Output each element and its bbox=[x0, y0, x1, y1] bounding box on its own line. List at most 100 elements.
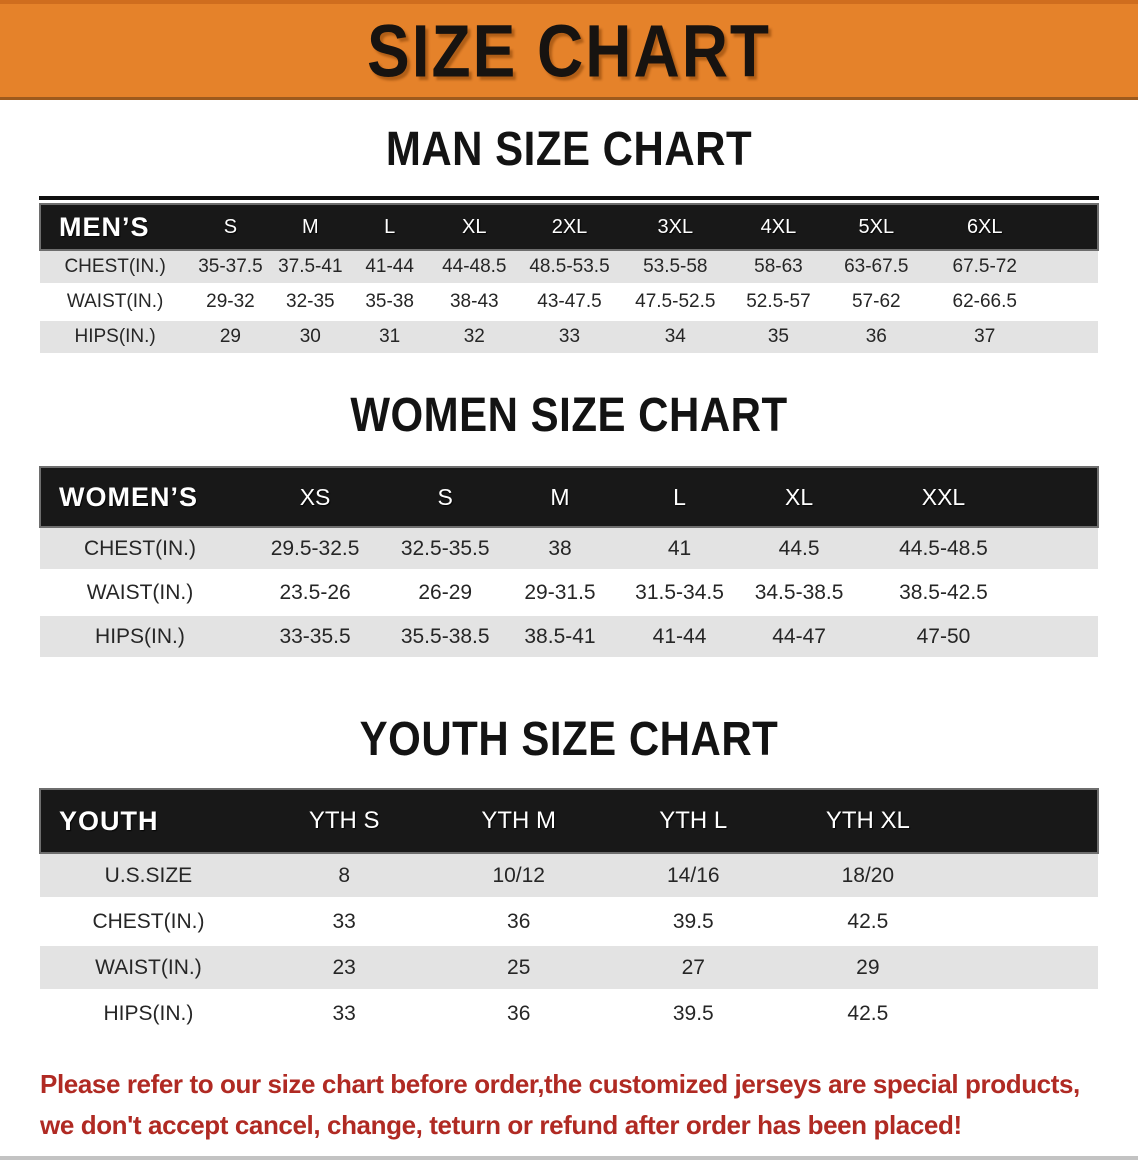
row-label: WAIST(IN.) bbox=[40, 570, 240, 616]
size-charts: MAN SIZE CHART MEN’S S M L XL 2XL 3XL 4XL 5XL 6XL… bbox=[0, 121, 1138, 1038]
row-label: HIPS(IN.) bbox=[40, 990, 257, 1038]
column-header: 4XL bbox=[730, 203, 827, 251]
filler-cell bbox=[1042, 203, 1100, 251]
size-cell: 44-47 bbox=[739, 614, 859, 660]
column-header: YTH L bbox=[606, 788, 781, 854]
size-cell: 18/20 bbox=[780, 853, 956, 900]
filler-cell bbox=[1042, 319, 1098, 356]
row-label: WAIST(IN.) bbox=[40, 944, 257, 992]
size-cell: 32-35 bbox=[270, 284, 350, 321]
row-label: CHEST(IN.) bbox=[40, 250, 191, 286]
measure-row: CHEST(IN.) 35-37.5 37.5-41 41-44 44-48.5 48.5… bbox=[40, 250, 1098, 286]
row-label: CHEST(IN.) bbox=[40, 898, 257, 946]
header-row: YOUTH YTH S YTH M YTH L YTH XL bbox=[39, 788, 1099, 854]
group-label: WOMEN’S bbox=[39, 466, 240, 528]
women-section-title: WOMEN SIZE CHART bbox=[0, 387, 1138, 441]
size-cell: 36 bbox=[826, 319, 927, 356]
size-cell: 58-63 bbox=[730, 250, 827, 286]
size-cell: 33-35.5 bbox=[239, 614, 391, 660]
size-cell: 38 bbox=[500, 527, 620, 572]
youth-size-table: YOUTH YTH S YTH M YTH L YTH XL U.S.SIZE 8 10/12… bbox=[39, 788, 1099, 1038]
size-cell: 32 bbox=[429, 319, 520, 356]
size-cell: 36 bbox=[431, 898, 606, 946]
size-cell: 25 bbox=[431, 944, 606, 992]
size-cell: 44-48.5 bbox=[429, 250, 520, 286]
men-section-title-text: MAN SIZE CHART bbox=[385, 121, 753, 176]
size-cell: 38-43 bbox=[429, 284, 520, 321]
column-header: XS bbox=[239, 466, 391, 528]
column-header: L bbox=[619, 466, 740, 528]
size-cell: 37 bbox=[926, 319, 1043, 356]
column-header: 2XL bbox=[519, 203, 620, 251]
size-cell: 29.5-32.5 bbox=[239, 527, 391, 572]
size-cell: 48.5-53.5 bbox=[519, 250, 620, 286]
filler-cell bbox=[1028, 527, 1098, 572]
size-cell: 44.5-48.5 bbox=[858, 527, 1029, 572]
banner: SIZE CHART bbox=[0, 0, 1138, 100]
filler-cell bbox=[1028, 466, 1099, 528]
size-cell: 33 bbox=[256, 990, 432, 1038]
page-title: SIZE CHART bbox=[367, 8, 771, 93]
men-size-table: MEN’S S M L XL 2XL 3XL 4XL 5XL 6XL CHEST(IN.) 35-37… bbox=[38, 203, 1100, 356]
header-row: MEN’S S M L XL 2XL 3XL 4XL 5XL 6XL bbox=[38, 203, 1100, 251]
row-label: HIPS(IN.) bbox=[40, 614, 240, 660]
size-cell: 41 bbox=[619, 527, 740, 572]
size-cell: 44.5 bbox=[739, 527, 859, 572]
size-cell: 39.5 bbox=[606, 898, 781, 946]
column-header: 3XL bbox=[619, 203, 731, 251]
size-cell: 43-47.5 bbox=[519, 284, 620, 321]
filler-cell bbox=[955, 944, 1098, 992]
size-cell: 41-44 bbox=[619, 614, 740, 660]
size-cell: 47-50 bbox=[858, 614, 1029, 660]
men-table-top-border bbox=[39, 196, 1099, 200]
size-cell: 8 bbox=[256, 853, 432, 900]
size-cell: 29 bbox=[190, 319, 271, 356]
size-cell: 35-37.5 bbox=[190, 250, 271, 286]
size-cell: 34.5-38.5 bbox=[739, 570, 859, 616]
filler-cell bbox=[1042, 284, 1098, 321]
header-row: WOMEN’S XS S M L XL XXL bbox=[39, 466, 1099, 528]
column-header: XXL bbox=[858, 466, 1029, 528]
row-label: HIPS(IN.) bbox=[40, 319, 191, 356]
size-cell: 38.5-41 bbox=[500, 614, 620, 660]
group-label: YOUTH bbox=[39, 788, 257, 854]
size-cell: 62-66.5 bbox=[926, 284, 1043, 321]
women-size-table: WOMEN’S XS S M L XL XXL CHEST(IN.) 29.5-32.5 32.5… bbox=[39, 466, 1099, 660]
measure-row: WAIST(IN.) 29-32 32-35 35-38 38-43 43-47.5 47.… bbox=[40, 284, 1098, 321]
size-cell: 23.5-26 bbox=[239, 570, 391, 616]
filler-cell bbox=[955, 990, 1098, 1038]
size-cell: 30 bbox=[270, 319, 350, 356]
size-cell: 37.5-41 bbox=[270, 250, 350, 286]
size-cell: 35 bbox=[730, 319, 827, 356]
column-header: 6XL bbox=[926, 203, 1043, 251]
bottom-edge-line bbox=[0, 1156, 1138, 1160]
youth-section-title-text: YOUTH SIZE CHART bbox=[359, 711, 779, 766]
size-cell: 53.5-58 bbox=[619, 250, 731, 286]
size-cell: 41-44 bbox=[349, 250, 430, 286]
filler-cell bbox=[1028, 614, 1098, 660]
size-cell: 10/12 bbox=[431, 853, 606, 900]
column-header: XL bbox=[739, 466, 859, 528]
size-cell: 29-31.5 bbox=[500, 570, 620, 616]
size-cell: 63-67.5 bbox=[826, 250, 927, 286]
column-header: M bbox=[500, 466, 620, 528]
size-cell: 27 bbox=[606, 944, 781, 992]
size-cell: 36 bbox=[431, 990, 606, 1038]
filler-cell bbox=[955, 898, 1098, 946]
size-cell: 38.5-42.5 bbox=[858, 570, 1029, 616]
size-cell: 33 bbox=[519, 319, 620, 356]
disclaimer-line-2: we don't accept cancel, change, teturn o… bbox=[40, 1110, 962, 1140]
size-cell: 32.5-35.5 bbox=[390, 527, 501, 572]
column-header: YTH M bbox=[431, 788, 606, 854]
size-cell: 29-32 bbox=[190, 284, 271, 321]
size-cell: 42.5 bbox=[780, 898, 956, 946]
men-section-title: MAN SIZE CHART bbox=[0, 121, 1138, 175]
size-cell: 35.5-38.5 bbox=[390, 614, 501, 660]
size-cell: 26-29 bbox=[390, 570, 501, 616]
column-header: YTH S bbox=[256, 788, 432, 854]
column-header: YTH XL bbox=[780, 788, 956, 854]
filler-cell bbox=[955, 788, 1099, 854]
column-header: L bbox=[349, 203, 430, 251]
size-cell: 29 bbox=[780, 944, 956, 992]
size-cell: 33 bbox=[256, 898, 432, 946]
